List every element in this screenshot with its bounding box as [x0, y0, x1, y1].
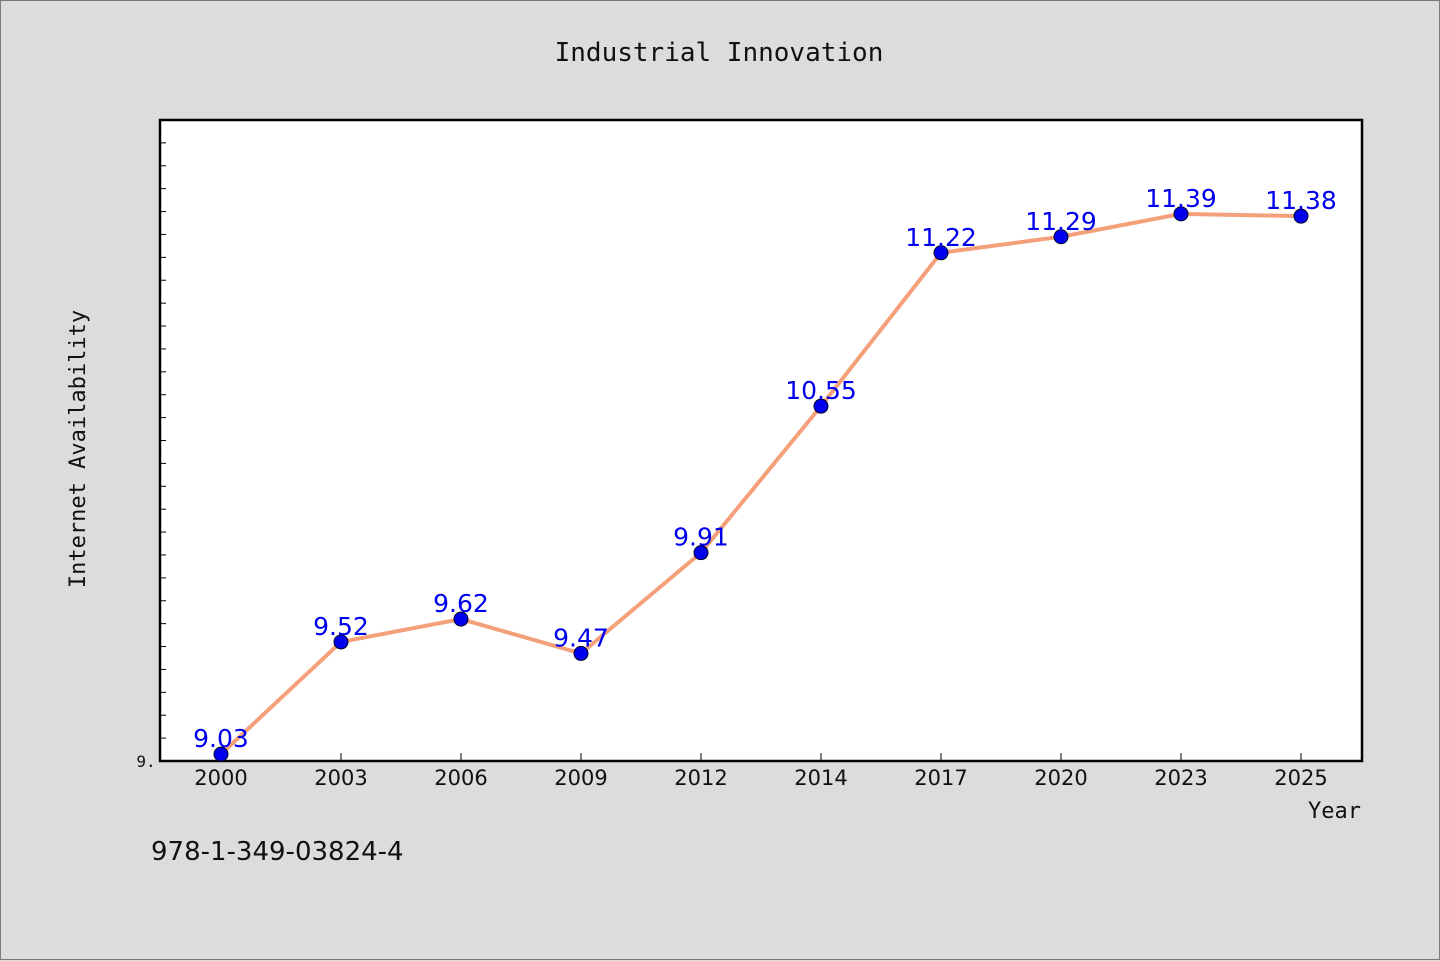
data-label: 11.38: [1265, 186, 1337, 215]
data-point: [933, 245, 949, 261]
x-tick-label: 2009: [554, 766, 607, 790]
x-axis-label: Year: [1308, 799, 1361, 824]
x-tick-label: 2003: [314, 766, 367, 790]
x-tick-label: 2020: [1034, 766, 1087, 790]
data-point: [1293, 208, 1309, 224]
series-layer: 9.03 9.52 9.62 9.47 9.91 10.55 11.22 11.29 11.39…: [193, 184, 1337, 762]
y-tick-label: 9.: [136, 752, 155, 771]
x-axis-tick-labels: 2000 2003 2006 2009 2012 2014 2017 2020 2023 2025: [194, 766, 1327, 790]
x-tick-label: 2006: [434, 766, 487, 790]
data-label: 11.22: [905, 223, 977, 252]
x-tick-label: 2014: [794, 766, 847, 790]
data-point: [1053, 229, 1069, 245]
chart-title: Industrial Innovation: [555, 38, 884, 68]
data-label: 11.29: [1025, 207, 1097, 236]
data-point: [213, 746, 229, 762]
data-point: [453, 611, 469, 627]
x-tick-label: 2023: [1154, 766, 1207, 790]
data-label: 9.52: [313, 612, 369, 641]
y-axis-ticks: [160, 142, 166, 739]
data-label: 9.62: [433, 589, 489, 618]
y-axis-label: Internet Availability: [66, 310, 91, 588]
data-point: [813, 398, 829, 414]
data-point: [573, 645, 589, 661]
x-tick-label: 2012: [674, 766, 727, 790]
data-label: 9.91: [673, 523, 729, 552]
data-point: [1173, 206, 1189, 222]
data-label: 10.55: [785, 376, 857, 405]
plot-area: [158, 118, 1364, 763]
x-tick-label: 2000: [194, 766, 247, 790]
data-label: 9.47: [553, 623, 609, 652]
data-point: [333, 634, 349, 650]
data-label: 11.39: [1145, 184, 1217, 213]
data-point: [693, 545, 709, 561]
series-line: [219, 211, 1303, 757]
x-tick-label: 2017: [914, 766, 967, 790]
data-label: 9.03: [193, 724, 249, 753]
x-tick-label: 2025: [1274, 766, 1327, 790]
footer-text: 978-1-349-03824-4: [151, 837, 404, 867]
